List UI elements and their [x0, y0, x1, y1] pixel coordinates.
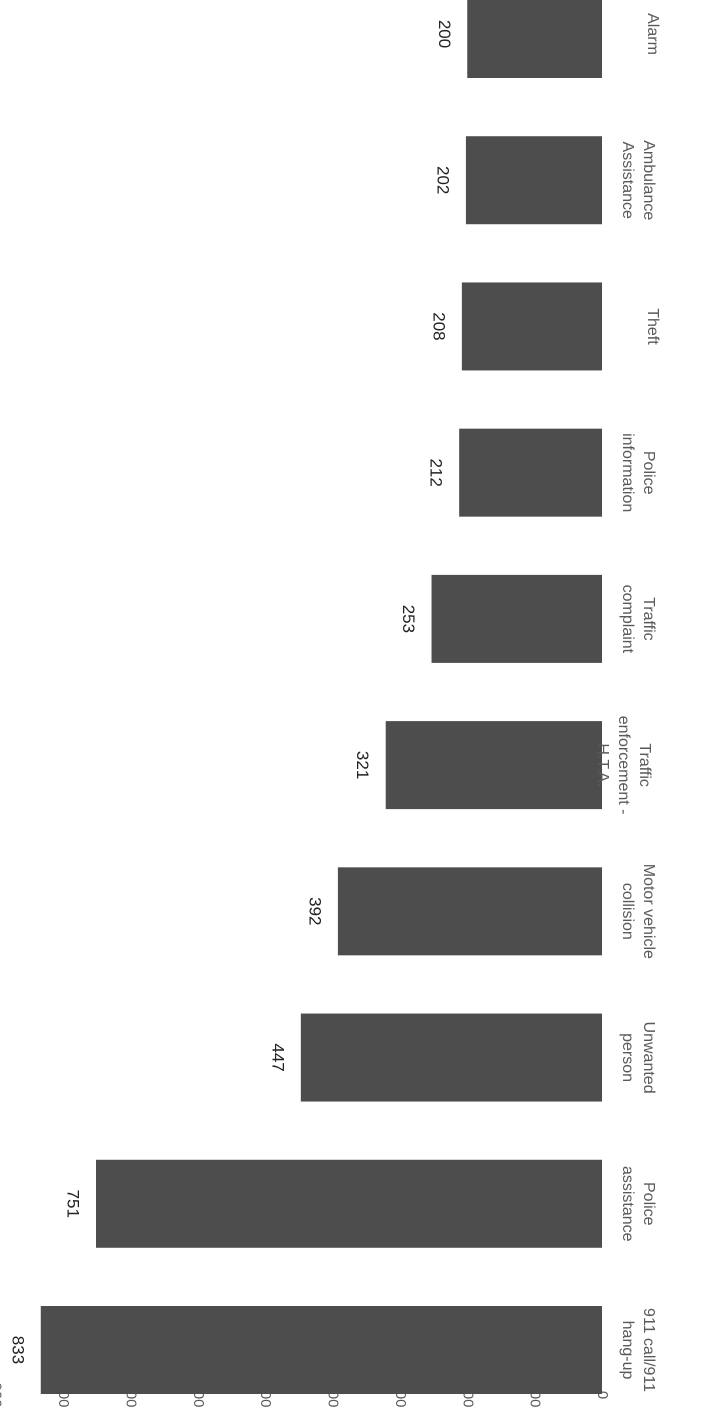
bar	[467, 0, 602, 78]
category-label: Trafficenforcement -H.T.A.	[594, 716, 653, 815]
category-label: Theft	[644, 308, 661, 345]
bar	[465, 136, 602, 225]
data-label: 212	[427, 458, 446, 486]
bar	[40, 1306, 603, 1394]
category-label: 911 call/911hang-up	[619, 1308, 657, 1392]
data-label: 253	[399, 605, 418, 633]
data-label: 321	[353, 751, 372, 779]
category-label: Policeinformation	[619, 433, 657, 512]
bar	[431, 574, 602, 663]
category-label: Alarm	[644, 13, 661, 55]
bar	[337, 867, 602, 956]
data-label: 392	[305, 897, 324, 925]
category-label: Policeassistance	[619, 1166, 657, 1242]
category-label: AmbulanceAssistance	[619, 140, 657, 220]
data-label: 208	[429, 312, 448, 340]
data-label: 202	[433, 166, 452, 194]
bar	[300, 1013, 602, 1102]
category-label: Unwantedperson	[619, 1022, 657, 1094]
data-label: 751	[64, 1190, 83, 1218]
data-label: 200	[435, 20, 454, 48]
data-label: 833	[8, 1336, 27, 1364]
value-tick-label: 0	[594, 1391, 611, 1399]
bar	[385, 721, 602, 810]
data-label: 447	[268, 1043, 287, 1071]
bar	[461, 282, 602, 371]
bar	[459, 428, 602, 517]
bar	[96, 1159, 603, 1248]
category-label: Motor vehiclecollision	[619, 864, 657, 959]
value-tick-label: 900	[0, 1382, 5, 1407]
category-label: Trafficcomplaint	[619, 585, 657, 654]
